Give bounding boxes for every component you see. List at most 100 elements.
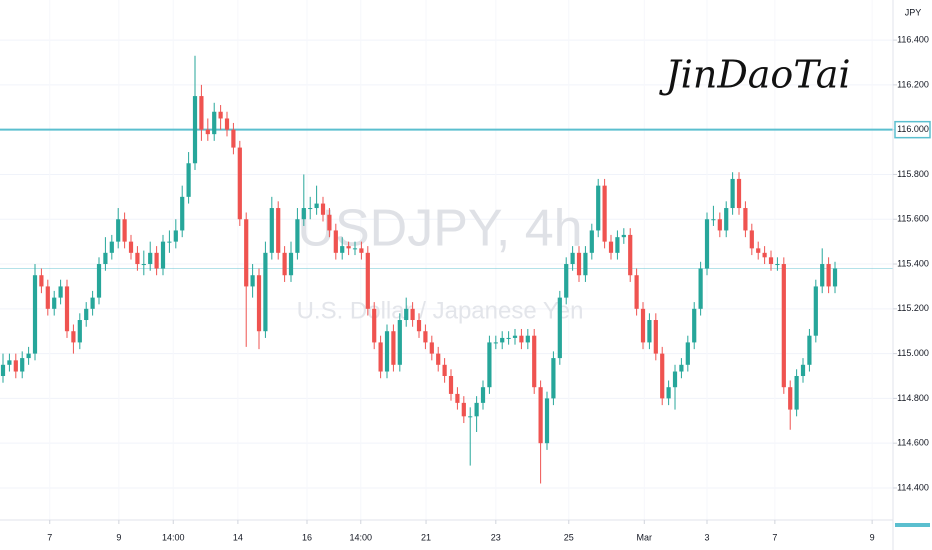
- candle-body: [340, 246, 345, 253]
- candle-body: [205, 129, 210, 135]
- candle-body: [756, 248, 761, 253]
- candle-body: [96, 264, 102, 298]
- candle-body: [52, 297, 57, 309]
- candle-body: [679, 364, 684, 372]
- y-tick-label: 116.400: [897, 34, 929, 44]
- candle-body: [237, 147, 242, 220]
- candle-body: [608, 241, 614, 253]
- candle-body: [468, 416, 473, 418]
- candle-body: [122, 219, 127, 242]
- candle-body: [282, 252, 287, 276]
- axes: 7 9 14:00 14 16 14:00 21 23 25 Mar 3 7 9 114.400 114.6…: [47, 34, 931, 542]
- candle-body: [512, 335, 518, 338]
- price-level-highlight: [894, 120, 931, 139]
- candle-body: [660, 353, 665, 399]
- x-tick-label: 14:00: [162, 532, 185, 542]
- candle-body: [768, 257, 774, 265]
- candle-body: [538, 387, 543, 444]
- candle-body: [45, 286, 50, 309]
- candle-body: [224, 118, 230, 130]
- candle-body: [730, 178, 735, 209]
- candle-body: [231, 129, 236, 148]
- candle-body: [781, 264, 786, 388]
- candle-body: [704, 219, 710, 269]
- candle-body: [320, 203, 326, 215]
- candle-body: [295, 219, 300, 253]
- y-tick-label: 115.400: [897, 258, 929, 268]
- x-tick-label: 9: [116, 532, 121, 542]
- horizontal-lines: [0, 128, 893, 270]
- candle-body: [564, 264, 569, 298]
- candle-body: [365, 252, 370, 309]
- candle-body: [583, 252, 588, 276]
- candle-body: [192, 96, 198, 164]
- candle-body: [308, 208, 313, 210]
- candle-body: [800, 364, 806, 377]
- candle-body: [794, 376, 799, 410]
- candle-body: [666, 387, 671, 399]
- candle-body: [352, 248, 358, 250]
- candle-body: [372, 308, 377, 343]
- candle-body: [32, 275, 38, 354]
- candle-body: [788, 387, 793, 410]
- candle-body: [724, 208, 729, 231]
- candle-body: [532, 335, 537, 388]
- y-tick-label: 114.800: [897, 393, 929, 403]
- candle-body: [519, 335, 524, 343]
- candle-body: [506, 337, 511, 339]
- x-tick-label: 14:00: [350, 532, 373, 542]
- candle-body: [448, 376, 454, 394]
- candle-body: [173, 230, 178, 242]
- candle-body: [359, 248, 364, 253]
- candle-body: [276, 208, 281, 253]
- x-tick-label: 14: [233, 532, 243, 542]
- candle-body: [717, 219, 722, 231]
- candle-body: [404, 308, 409, 321]
- candle-body: [90, 297, 95, 309]
- candle-body: [685, 342, 690, 365]
- candle-body: [378, 342, 383, 372]
- candle-body: [148, 252, 153, 265]
- candle-body: [64, 286, 70, 332]
- candle-body: [77, 320, 82, 343]
- x-tick-label: 21: [421, 532, 431, 542]
- currency-label: JPY: [905, 7, 922, 17]
- candle-body: [480, 387, 486, 403]
- candle-body: [410, 308, 415, 321]
- y-tick-label: 115.200: [897, 303, 929, 313]
- y-tick-label: 116.200: [897, 79, 929, 89]
- candle-body: [698, 268, 703, 309]
- candle-body: [26, 353, 31, 359]
- candle-body: [589, 230, 594, 253]
- watermark-description: U.S. Dollar / Japanese Yen: [297, 297, 584, 324]
- candle-body: [640, 308, 646, 343]
- x-tick-label: 9: [870, 532, 875, 542]
- candle-body: [7, 360, 12, 365]
- candle-body: [500, 337, 505, 343]
- candle-body: [391, 331, 396, 365]
- candle-body: [244, 219, 249, 287]
- y-tick-label: 115.000: [897, 348, 929, 358]
- candle-body: [212, 111, 217, 135]
- candle-body: [109, 241, 114, 253]
- candle-body: [442, 364, 447, 377]
- candle-body: [621, 234, 626, 238]
- candle-body: [634, 275, 639, 309]
- candle-body: [832, 268, 838, 287]
- candle-body: [167, 241, 172, 243]
- candle-body: [71, 331, 76, 343]
- candle-body: [762, 252, 767, 258]
- x-tick-label: Mar: [637, 532, 653, 542]
- candle-body: [13, 360, 18, 372]
- candle-body: [743, 208, 748, 231]
- candle-body: [647, 320, 652, 343]
- candle-body: [116, 219, 121, 242]
- candle-body: [20, 358, 25, 372]
- candle-body: [826, 264, 831, 287]
- candle-body: [186, 163, 191, 197]
- candle-body: [493, 342, 498, 344]
- candle-body: [525, 335, 530, 343]
- candle-body: [570, 252, 575, 265]
- y-tick-label: 114.400: [897, 482, 929, 492]
